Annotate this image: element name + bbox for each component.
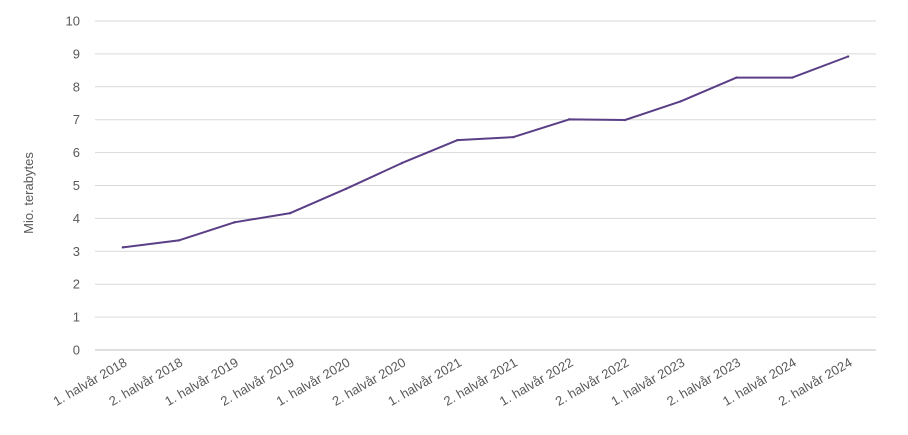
y-tick-label: 8 [73, 79, 80, 94]
data-point [623, 118, 627, 122]
y-tick-label: 0 [73, 343, 80, 358]
y-tick-label: 4 [73, 211, 80, 226]
data-point [735, 76, 738, 79]
data-point [121, 246, 125, 249]
y-tick-label: 7 [73, 112, 80, 127]
data-point [567, 118, 571, 121]
data-point [344, 187, 348, 190]
data-point [846, 55, 850, 58]
data-point [289, 211, 292, 215]
data-point [456, 138, 459, 142]
y-tick-label: 2 [73, 277, 80, 292]
y-tick-label: 9 [73, 46, 80, 61]
data-point [791, 76, 794, 79]
y-tick-label: 10 [66, 14, 80, 29]
gridlines [95, 20, 876, 351]
y-axis-label: Mio. terabytes [21, 152, 36, 234]
data-point [679, 100, 682, 103]
series-line [121, 55, 850, 249]
y-tick-label: 3 [73, 244, 80, 259]
data-point [233, 221, 236, 224]
y-tick-label: 5 [73, 178, 80, 193]
y-tick-labels: 0 1 2 3 4 5 6 7 8 9 10 [66, 14, 80, 358]
series-lines [121, 55, 850, 249]
y-tick-label: 1 [73, 310, 80, 325]
data-point [400, 161, 404, 165]
y-tick-label: 6 [73, 145, 80, 160]
data-point [512, 135, 515, 139]
data-point [177, 239, 180, 242]
